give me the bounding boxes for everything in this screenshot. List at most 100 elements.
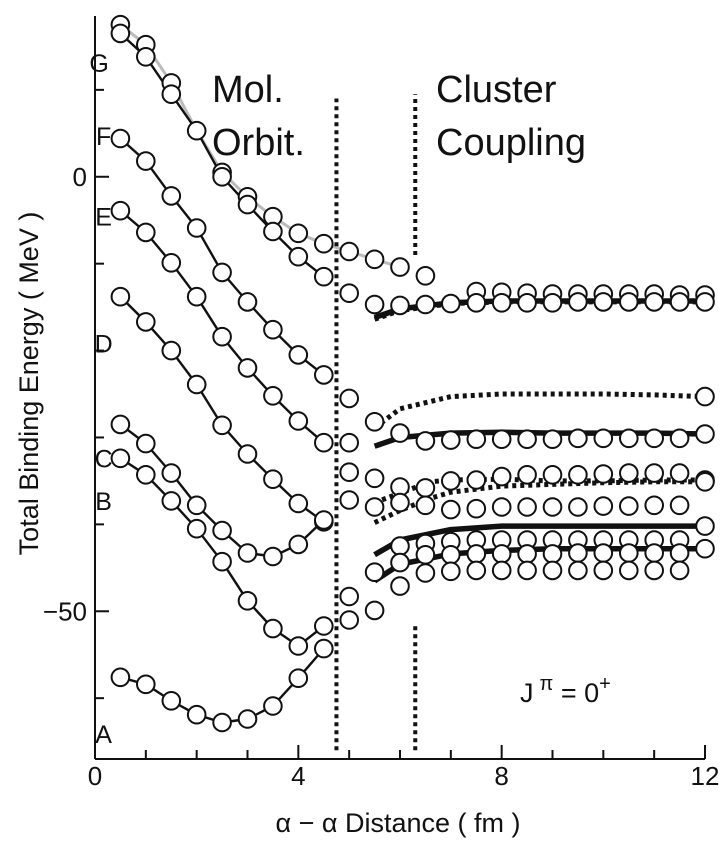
data-point-marker	[339, 283, 360, 304]
data-point-marker	[339, 462, 360, 483]
cluster-coupling-label-line-2: Coupling	[436, 122, 586, 164]
data-point-marker	[669, 292, 690, 312]
data-point-marker	[390, 295, 410, 316]
data-point-marker	[314, 616, 334, 636]
data-point-marker	[339, 610, 360, 630]
data-point-marker	[339, 388, 360, 409]
data-point-marker	[619, 292, 639, 312]
data-point-marker	[695, 516, 715, 536]
mol-orbit-label-line-2: Orbit.	[212, 122, 305, 164]
data-point-marker	[441, 293, 461, 314]
data-point-marker	[441, 430, 461, 450]
data-point-marker	[186, 218, 207, 238]
data-point-marker	[593, 464, 614, 484]
data-point-marker	[314, 233, 334, 254]
data-point-marker	[466, 560, 487, 581]
data-point-marker	[186, 704, 207, 725]
data-point-marker	[136, 465, 156, 485]
data-point-marker	[364, 412, 385, 432]
data-point-marker	[619, 543, 639, 563]
y-tick-label: −50	[43, 596, 87, 626]
data-point-marker	[314, 266, 334, 287]
spin-j: J	[520, 678, 534, 708]
data-point-marker	[110, 200, 131, 221]
data-point-marker	[212, 326, 232, 347]
data-point-marker	[237, 709, 258, 729]
data-point-marker	[644, 543, 665, 563]
data-point-marker	[619, 428, 639, 449]
data-point-marker	[161, 84, 182, 104]
data-point-marker	[161, 691, 182, 711]
data-point-marker	[390, 552, 410, 573]
data-point-marker	[263, 469, 283, 490]
data-point-marker	[466, 498, 487, 519]
data-point-marker	[186, 495, 207, 516]
curve-label-b: B	[95, 488, 112, 516]
data-point-marker	[415, 495, 436, 516]
data-point-marker	[314, 638, 334, 659]
data-point-marker	[364, 468, 385, 489]
data-point-marker	[212, 415, 232, 436]
data-point-marker	[415, 266, 436, 286]
data-point-marker	[568, 497, 588, 517]
data-point-marker	[542, 544, 563, 564]
data-point-marker	[542, 293, 563, 313]
data-point-marker	[263, 386, 283, 406]
data-point-marker	[263, 618, 283, 639]
data-point-marker	[644, 292, 665, 312]
data-point-marker	[237, 358, 258, 378]
curve-label-d: D	[95, 331, 113, 359]
data-point-marker	[212, 262, 232, 283]
data-point-marker	[441, 545, 461, 565]
data-point-marker	[542, 429, 563, 450]
data-point-marker	[466, 293, 487, 313]
data-point-marker	[339, 432, 360, 453]
mol-orbit-label-line-1: Mol.	[212, 69, 284, 111]
data-point-marker	[136, 47, 156, 67]
data-point-marker	[542, 465, 563, 485]
data-point-marker	[644, 463, 665, 483]
data-point-marker	[110, 23, 131, 44]
data-point-marker	[314, 432, 334, 453]
x-tick-label: 8	[494, 761, 508, 791]
parity-pi: π	[540, 673, 554, 695]
parity-plus: +	[599, 673, 611, 695]
spin-value: = 0	[553, 678, 599, 708]
data-point-marker	[212, 551, 232, 572]
data-point-marker	[619, 496, 639, 516]
data-point-marker	[288, 534, 309, 555]
data-point-marker	[110, 286, 131, 307]
data-point-marker	[161, 252, 182, 273]
data-point-marker	[186, 286, 207, 307]
data-point-marker	[695, 386, 715, 407]
data-point-marker	[136, 151, 156, 171]
data-point-marker	[364, 562, 385, 583]
data-point-marker	[517, 465, 537, 485]
data-point-marker	[517, 544, 537, 564]
data-point-marker	[619, 463, 639, 483]
y-tick-label: 0	[73, 162, 87, 192]
data-point-marker	[364, 497, 385, 517]
data-point-marker	[186, 120, 207, 141]
data-point-marker	[364, 249, 385, 270]
text-layer: 0 4 8 12 0 −50 α − α Distance ( fm ) Total Bind…	[14, 0, 719, 838]
data-point-marker	[644, 495, 665, 516]
data-point-marker	[161, 491, 182, 511]
data-point-marker	[136, 312, 156, 332]
data-point-marker	[695, 472, 715, 492]
data-point-marker	[339, 586, 360, 607]
cluster-curve-dotted-3	[373, 391, 706, 430]
data-point-marker	[593, 496, 614, 516]
data-point-marker	[390, 536, 410, 556]
curve-label-c: C	[95, 445, 113, 473]
data-point-marker	[695, 424, 715, 444]
data-point-marker	[339, 490, 360, 510]
data-point-marker	[669, 495, 690, 516]
data-point-marker	[364, 600, 385, 621]
data-point-marker	[288, 411, 309, 431]
data-point-marker	[441, 561, 461, 582]
data-point-marker	[237, 591, 258, 611]
data-point-marker	[288, 493, 309, 514]
data-point-marker	[314, 510, 334, 530]
